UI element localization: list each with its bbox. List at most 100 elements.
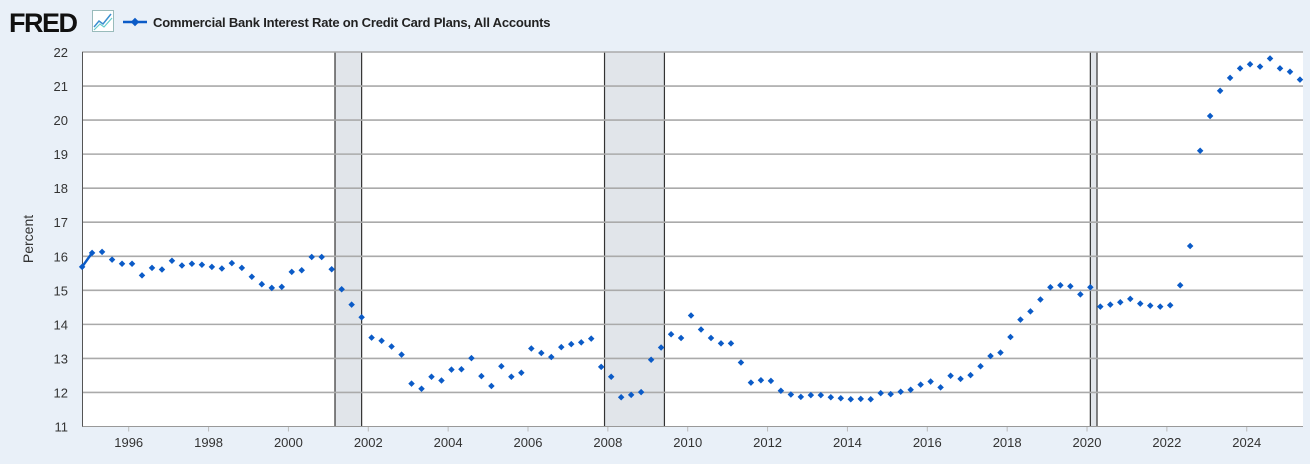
data-point[interactable]	[707, 334, 715, 342]
data-point[interactable]	[907, 386, 914, 393]
x-tick-label: 2004	[434, 435, 463, 450]
x-tick-label: 2008	[593, 435, 622, 450]
data-point[interactable]	[178, 262, 186, 269]
fred-logo[interactable]: FRED	[9, 8, 78, 38]
data-point[interactable]	[368, 334, 375, 341]
legend: Commercial Bank Interest Rate on Credit …	[122, 13, 550, 31]
data-point[interactable]	[138, 272, 146, 279]
data-point[interactable]	[418, 385, 425, 392]
data-point[interactable]	[528, 345, 535, 352]
data-point[interactable]	[548, 353, 555, 361]
data-point[interactable]	[897, 388, 904, 396]
header: FRED Commercial Bank Interest Rate on Cr…	[0, 0, 1310, 44]
data-point[interactable]	[358, 313, 365, 321]
data-point[interactable]	[957, 375, 964, 383]
data-point[interactable]	[637, 388, 645, 396]
data-point[interactable]	[687, 312, 695, 319]
data-point[interactable]	[837, 394, 845, 402]
data-point[interactable]	[717, 340, 725, 347]
data-point[interactable]	[597, 363, 605, 371]
data-point[interactable]	[607, 373, 615, 381]
data-point[interactable]	[318, 253, 325, 261]
data-point[interactable]	[568, 340, 575, 348]
data-point[interactable]	[248, 273, 256, 280]
data-point[interactable]	[458, 366, 465, 373]
data-point[interactable]	[1007, 333, 1014, 341]
data-point[interactable]	[508, 373, 515, 381]
data-point[interactable]	[617, 393, 625, 401]
data-point[interactable]	[298, 266, 305, 274]
data-point[interactable]	[937, 384, 944, 391]
data-point[interactable]	[378, 337, 385, 344]
data-point[interactable]	[917, 381, 924, 388]
data-point[interactable]	[278, 283, 286, 291]
data-point[interactable]	[448, 366, 455, 373]
data-point[interactable]	[1017, 316, 1024, 323]
data-point[interactable]	[538, 349, 545, 357]
y-tick-label: 16	[54, 249, 68, 264]
data-point[interactable]	[967, 371, 974, 379]
x-axis-ticks: 1996 1998 2000 2002 2004 2006 2008 2010 2012 2014…	[114, 426, 1261, 450]
data-point[interactable]	[338, 286, 345, 293]
data-point[interactable]	[98, 248, 106, 256]
data-point[interactable]	[168, 257, 176, 264]
data-point[interactable]	[258, 280, 266, 288]
data-point[interactable]	[727, 340, 735, 347]
data-point[interactable]	[188, 260, 196, 268]
data-point[interactable]	[388, 343, 395, 350]
y-tick-label: 18	[54, 181, 68, 196]
data-point[interactable]	[667, 330, 675, 338]
data-point[interactable]	[288, 268, 296, 276]
recession-band	[604, 52, 665, 427]
x-tick-label: 2020	[1073, 435, 1102, 450]
data-point[interactable]	[657, 344, 665, 351]
data-point[interactable]	[797, 393, 805, 401]
data-point[interactable]	[198, 261, 206, 269]
data-point[interactable]	[577, 339, 585, 346]
data-point[interactable]	[468, 354, 475, 362]
data-point[interactable]	[677, 334, 685, 342]
data-point[interactable]	[767, 377, 775, 385]
data-point[interactable]	[587, 335, 595, 342]
x-tick-label: 2024	[1232, 435, 1261, 450]
data-point[interactable]	[478, 372, 485, 380]
data-point[interactable]	[927, 378, 934, 385]
legend-series-label: Commercial Bank Interest Rate on Credit …	[153, 14, 551, 30]
series-line-segment	[81, 252, 94, 268]
x-tick-label: 2000	[274, 435, 303, 450]
data-point[interactable]	[348, 301, 355, 308]
data-point[interactable]	[518, 369, 525, 376]
data-point[interactable]	[308, 253, 315, 261]
data-point[interactable]	[158, 266, 166, 273]
data-point[interactable]	[787, 391, 795, 398]
data-point[interactable]	[857, 395, 865, 403]
data-point[interactable]	[128, 260, 136, 268]
data-point[interactable]	[498, 362, 505, 370]
data-point[interactable]	[777, 387, 785, 395]
data-point[interactable]	[847, 396, 855, 403]
data-point[interactable]	[328, 265, 335, 273]
data-point[interactable]	[827, 393, 835, 401]
x-tick-label: 2012	[753, 435, 782, 450]
data-point[interactable]	[737, 359, 745, 366]
data-point[interactable]	[747, 379, 755, 386]
data-point[interactable]	[887, 390, 894, 398]
legend-line-marker-icon	[123, 17, 147, 27]
data-point[interactable]	[238, 264, 246, 272]
data-point[interactable]	[997, 349, 1004, 356]
data-point[interactable]	[867, 396, 874, 403]
data-point[interactable]	[817, 391, 825, 399]
data-point[interactable]	[208, 263, 216, 271]
data-point[interactable]	[647, 356, 655, 364]
data-point[interactable]	[438, 377, 445, 384]
data-point[interactable]	[268, 284, 276, 292]
y-tick-label: 20	[54, 113, 68, 128]
data-point[interactable]	[977, 362, 984, 370]
data-point[interactable]	[88, 249, 96, 257]
data-point[interactable]	[428, 373, 435, 381]
data-point[interactable]	[488, 382, 495, 390]
data-point[interactable]	[757, 376, 765, 384]
data-point[interactable]	[398, 351, 405, 358]
data-point[interactable]	[408, 380, 415, 387]
data-point[interactable]	[987, 352, 994, 360]
